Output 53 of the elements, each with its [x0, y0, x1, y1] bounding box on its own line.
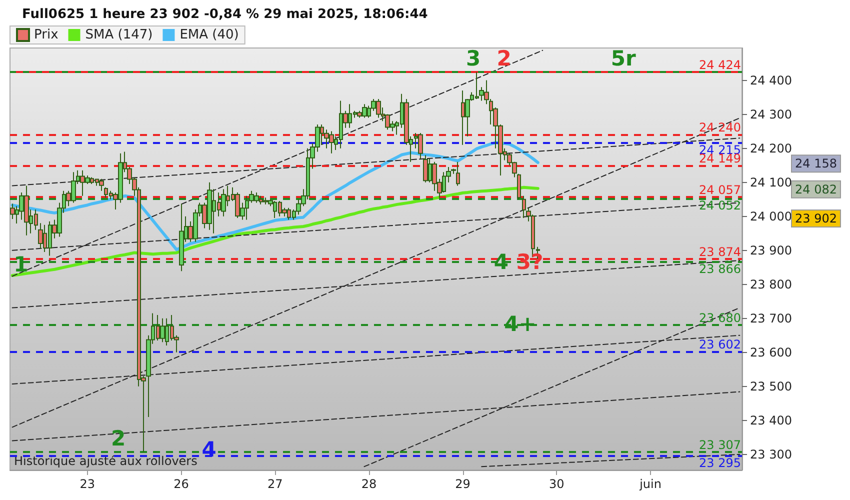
annotation: 5r	[610, 46, 637, 71]
x-tick-label: 29	[455, 477, 470, 491]
x-tick-label: 28	[361, 477, 377, 491]
annotation: Historique ajusté aux rollovers	[14, 454, 198, 468]
annotation: 3?	[516, 250, 544, 274]
annotation: 4	[202, 438, 216, 462]
x-tick-label: 27	[267, 477, 283, 491]
x-tick-label: juin	[638, 477, 662, 491]
candlestick	[38, 222, 43, 250]
candlestick	[10, 203, 15, 220]
text: 24 082	[795, 182, 837, 196]
y-tick-label: 24 000	[750, 209, 792, 224]
y-tick-label: 23 400	[750, 413, 792, 428]
ref-line-label: 23 874	[699, 245, 741, 260]
annotation: 3	[466, 46, 481, 71]
y-tick-label: 24 400	[750, 73, 792, 88]
y-tick-label: 23 900	[750, 243, 792, 258]
candlestick	[99, 178, 104, 192]
ref-line-label: 23 295	[699, 456, 741, 470]
y-tick-label: 24 300	[750, 107, 792, 122]
candlestick	[160, 318, 165, 343]
x-tick-label: 23	[80, 477, 96, 491]
ref-line-label: 24 240	[699, 120, 741, 135]
legend-label: Prix	[34, 28, 59, 42]
y-tick-label: 23 800	[750, 277, 792, 292]
candlestick	[221, 188, 226, 217]
ref-line-label: 24 057	[699, 182, 741, 197]
ref-line-label: 23 602	[699, 338, 741, 352]
annotation: 2	[496, 46, 512, 71]
x-tick-label: 26	[174, 477, 189, 491]
ref-line-label: 24 424	[699, 58, 741, 72]
y-tick-label: 23 300	[750, 447, 792, 462]
y-tick-label: 24 100	[750, 175, 792, 190]
y-tick-label: 23 500	[750, 379, 792, 394]
chart-title: Full0625 1 heure 23 902 -0,84 % 29 mai 2025, 18:06:44	[22, 7, 428, 22]
legend-label: EMA (40)	[180, 28, 239, 42]
text: 24 158	[795, 156, 837, 171]
annotation: 2	[111, 426, 126, 450]
candlestick	[522, 195, 526, 219]
annotation: 1	[14, 252, 28, 276]
candlestick	[418, 132, 423, 160]
x-tick-label: 30	[549, 477, 564, 491]
legend-label: SMA (147)	[85, 28, 153, 42]
y-tick-label: 23 700	[750, 311, 792, 326]
ref-line-label: 23 680	[699, 311, 741, 326]
ref-line-label: 23 866	[699, 262, 741, 276]
ref-line-label: 23 307	[699, 438, 741, 452]
candlestick	[179, 203, 184, 272]
y-tick-label: 23 600	[750, 345, 792, 360]
text: 23 902	[795, 211, 837, 226]
candlestick	[517, 173, 521, 200]
candlestick	[423, 154, 428, 183]
y-tick-label: 24 200	[750, 141, 792, 156]
